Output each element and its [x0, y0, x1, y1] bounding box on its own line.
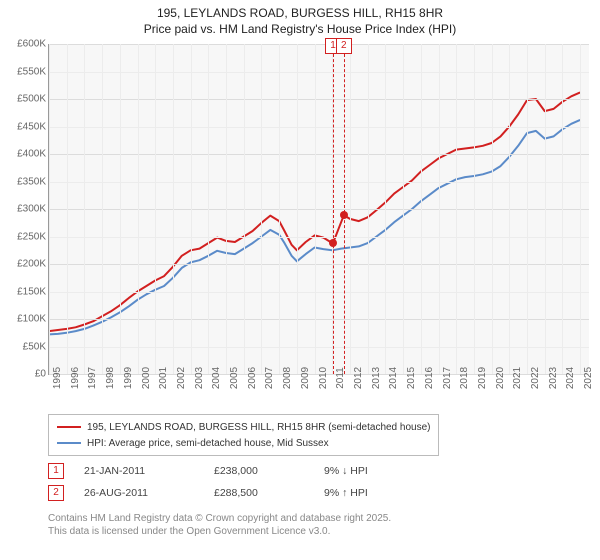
x-tick-label: 2013: [371, 367, 382, 389]
legend: 195, LEYLANDS ROAD, BURGESS HILL, RH15 8…: [48, 414, 439, 456]
event-marker-badge: 2: [336, 38, 352, 54]
x-tick-label: 2022: [530, 367, 541, 389]
x-tick-label: 2011: [335, 367, 346, 389]
event-price: £288,500: [214, 487, 324, 499]
event-badge: 2: [48, 485, 64, 501]
event-delta: 9% ↓ HPI: [324, 465, 444, 477]
legend-swatch: [57, 426, 81, 428]
x-tick-label: 2014: [388, 367, 399, 389]
x-tick-label: 2025: [583, 367, 594, 389]
x-tick-label: 2020: [495, 367, 506, 389]
event-row: 1 21-JAN-2011 £238,000 9% ↓ HPI: [48, 460, 444, 482]
x-tick-label: 1995: [52, 367, 63, 389]
y-tick-label: £400K: [4, 149, 46, 160]
x-tick-label: 2017: [442, 367, 453, 389]
event-row: 2 26-AUG-2011 £288,500 9% ↑ HPI: [48, 482, 444, 504]
x-tick-label: 2016: [424, 367, 435, 389]
legend-item: 195, LEYLANDS ROAD, BURGESS HILL, RH15 8…: [57, 419, 430, 435]
chart-container: 195, LEYLANDS ROAD, BURGESS HILL, RH15 8…: [0, 0, 600, 560]
x-tick-label: 2015: [406, 367, 417, 389]
x-tick-label: 2010: [318, 367, 329, 389]
legend-item: HPI: Average price, semi-detached house,…: [57, 435, 430, 451]
x-tick-label: 1996: [70, 367, 81, 389]
x-tick-label: 2008: [282, 367, 293, 389]
price-marker-dot: [340, 211, 348, 219]
x-tick-label: 2018: [459, 367, 470, 389]
x-tick-label: 2002: [176, 367, 187, 389]
y-tick-label: £250K: [4, 231, 46, 242]
x-tick-label: 2000: [141, 367, 152, 389]
x-tick-label: 2024: [565, 367, 576, 389]
title-line-1: 195, LEYLANDS ROAD, BURGESS HILL, RH15 8…: [0, 6, 600, 22]
y-tick-label: £300K: [4, 204, 46, 215]
x-tick-label: 2007: [264, 367, 275, 389]
x-tick-label: 2005: [229, 367, 240, 389]
x-tick-label: 2019: [477, 367, 488, 389]
y-tick-label: £50K: [4, 341, 46, 352]
events-table: 1 21-JAN-2011 £238,000 9% ↓ HPI 2 26-AUG…: [48, 460, 444, 504]
x-tick-label: 2003: [194, 367, 205, 389]
footer-line-1: Contains HM Land Registry data © Crown c…: [48, 512, 391, 525]
y-tick-label: £150K: [4, 286, 46, 297]
event-badge: 1: [48, 463, 64, 479]
footer-line-2: This data is licensed under the Open Gov…: [48, 525, 391, 538]
y-tick-label: £100K: [4, 314, 46, 325]
legend-swatch: [57, 442, 81, 444]
x-tick-label: 1999: [123, 367, 134, 389]
y-tick-label: £350K: [4, 176, 46, 187]
event-date: 21-JAN-2011: [84, 465, 214, 477]
x-tick-label: 1998: [105, 367, 116, 389]
legend-label: 195, LEYLANDS ROAD, BURGESS HILL, RH15 8…: [87, 422, 430, 433]
chart-title: 195, LEYLANDS ROAD, BURGESS HILL, RH15 8…: [0, 0, 600, 37]
y-tick-label: £0: [4, 369, 46, 380]
price-marker-dot: [329, 239, 337, 247]
y-tick-label: £600K: [4, 39, 46, 50]
x-tick-label: 2009: [300, 367, 311, 389]
title-line-2: Price paid vs. HM Land Registry's House …: [0, 22, 600, 38]
footer-note: Contains HM Land Registry data © Crown c…: [48, 512, 391, 538]
event-delta: 9% ↑ HPI: [324, 487, 444, 499]
y-tick-label: £450K: [4, 121, 46, 132]
y-tick-label: £200K: [4, 259, 46, 270]
x-tick-label: 2006: [247, 367, 258, 389]
y-tick-label: £550K: [4, 66, 46, 77]
event-price: £238,000: [214, 465, 324, 477]
x-tick-label: 2021: [512, 367, 523, 389]
x-tick-label: 2012: [353, 367, 364, 389]
x-tick-label: 2004: [211, 367, 222, 389]
plot-area: 12: [48, 44, 589, 375]
x-tick-label: 2023: [548, 367, 559, 389]
event-date: 26-AUG-2011: [84, 487, 214, 499]
legend-label: HPI: Average price, semi-detached house,…: [87, 438, 329, 449]
y-tick-label: £500K: [4, 94, 46, 105]
x-tick-label: 1997: [87, 367, 98, 389]
x-tick-label: 2001: [158, 367, 169, 389]
